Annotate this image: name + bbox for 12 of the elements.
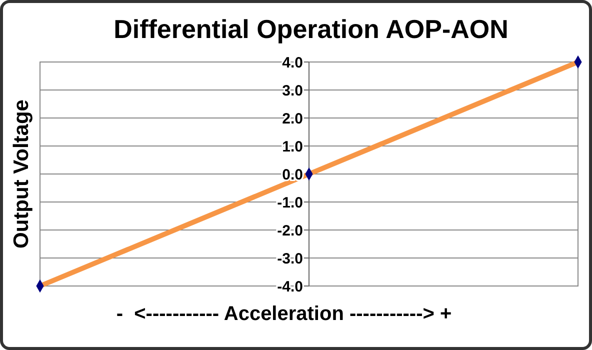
y-tick-label: -2.0 — [277, 222, 303, 240]
y-tick-label: -1.0 — [277, 194, 303, 212]
y-tick-label: 1.0 — [282, 138, 303, 156]
y-tick-label: 2.0 — [282, 110, 303, 128]
y-axis-title: Output Voltage — [10, 100, 33, 248]
y-tick-label: 0.0 — [282, 166, 303, 184]
y-tick-label: -4.0 — [277, 278, 303, 296]
y-tick-label: 4.0 — [282, 54, 303, 72]
y-tick-label: 3.0 — [282, 82, 303, 100]
x-axis-title: - <----------- Acceleration -----------> + — [116, 303, 452, 325]
y-tick-label: -3.0 — [277, 250, 303, 268]
chart-title: Differential Operation AOP-AON — [114, 14, 508, 44]
